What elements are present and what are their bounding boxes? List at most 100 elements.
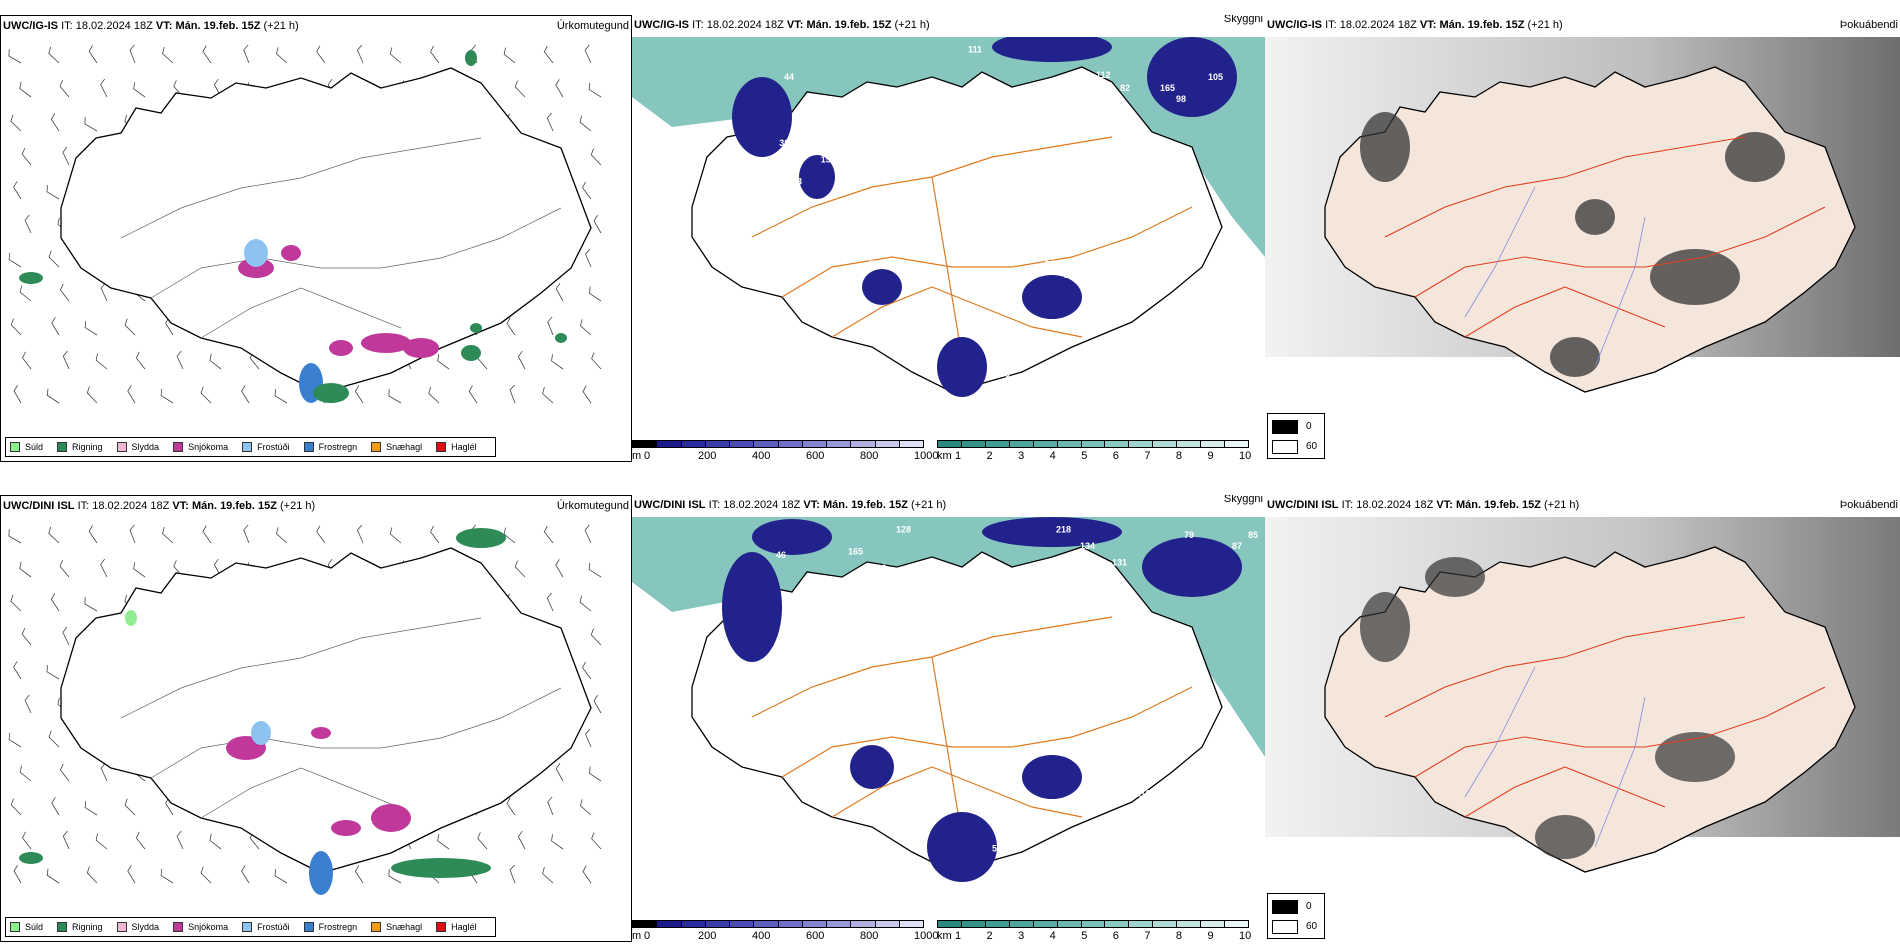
wind-barb (357, 524, 364, 544)
wind-barb (509, 864, 516, 884)
wind-barb (509, 384, 516, 404)
wind-barb (95, 833, 108, 850)
colorbar-unit: m (632, 930, 642, 942)
colorbar-tick: 9 (1207, 450, 1214, 462)
colorbar-tick: 400 (752, 450, 771, 462)
it-value: 18.02.2024 18Z (1339, 19, 1417, 31)
wind-barb (200, 866, 212, 884)
wind-barb (59, 283, 70, 302)
wind-barb (542, 867, 554, 884)
wind-barb (46, 868, 60, 884)
colorbar-unit: km (937, 930, 952, 942)
wind-barb (13, 661, 22, 680)
colorbar-cell (827, 441, 852, 447)
legend-label: Súld (25, 442, 44, 452)
visibility-value-label: 152 (821, 155, 836, 165)
wind-barb (588, 286, 602, 302)
roads-orange (751, 616, 1193, 838)
wind-barb (8, 252, 22, 268)
it-label: IT: (692, 19, 704, 31)
wind-barb (579, 595, 592, 612)
wind-barb (430, 525, 440, 544)
precip-type-legend: Súld Rigning Slydda Snjókoma Frostúði Frostre… (5, 437, 496, 457)
colorbar-cell (657, 441, 682, 447)
colorbar-tick: 400 (752, 930, 771, 942)
wind-barb (506, 317, 516, 336)
colorbar-cell (1081, 921, 1106, 927)
it-label: IT: (77, 500, 90, 512)
wind-barb (176, 830, 184, 850)
colorbar-cell (681, 921, 706, 927)
colorbar-tick: 4 (1049, 450, 1056, 462)
wind-barb (127, 385, 136, 404)
fog-legend-swatch (1272, 420, 1298, 434)
wind-barb (468, 385, 478, 404)
visibility-value-label: 112 (1096, 70, 1111, 80)
visibility-value-label: 86 (1120, 270, 1130, 280)
legend-label: Haglél (451, 442, 477, 452)
colorbar-cell (1201, 921, 1226, 927)
fog-panel-bottom: UWC/DINI ISL IT: 18.02.2024 18Z VT: Mán.… (1265, 495, 1900, 942)
panel-title: Þokuábendi (1839, 499, 1898, 511)
wind-barb (517, 830, 526, 850)
wind-barb (200, 386, 212, 404)
wind-barb (209, 353, 222, 370)
wind-barb (588, 82, 602, 98)
visibility-value-label: 131 (1112, 558, 1127, 568)
vt-label: VT: (155, 20, 173, 32)
it-value: 18.02.2024 18Z (723, 499, 801, 511)
wind-barb (19, 81, 32, 98)
low-visibility-areas (732, 37, 1237, 397)
visibility-value-label: 97 (1128, 325, 1138, 335)
wind-barb (584, 524, 592, 544)
wind-barb (8, 732, 22, 748)
wind-barb (582, 385, 592, 404)
colorbar-tick: 200 (698, 930, 717, 942)
visibility-value-label: 98 (1176, 94, 1186, 104)
colorbar-cells (632, 920, 924, 928)
legend-swatch (303, 922, 314, 932)
visibility-value-label: 52 (1099, 336, 1109, 346)
fog-panel-top: UWC/IG-IS IT: 18.02.2024 18Z VT: Mán. 19… (1265, 15, 1900, 462)
it-label: IT: (1325, 19, 1337, 31)
precip-map (8, 524, 602, 895)
wind-barb (13, 865, 22, 884)
wind-barb (59, 79, 70, 98)
colorbar-cell (1009, 921, 1034, 927)
colorbar-cell (754, 441, 779, 447)
visibility-value-label: 76 (872, 800, 882, 810)
precip-map (8, 44, 602, 404)
wind-barb (591, 352, 602, 370)
wind-barb (100, 282, 108, 302)
visibility-value-labels: 1651281102181341317987851099846799285661… (776, 525, 1258, 854)
colorbar-tick: 4 (1049, 930, 1056, 942)
vt-label: VT: (786, 19, 804, 31)
legend-item: Snjókoma (173, 922, 228, 932)
visibility-value-label: 56 (872, 336, 882, 346)
wind-barb (84, 597, 98, 612)
wind-barb (579, 799, 592, 816)
wind-barb (100, 762, 108, 782)
wind-barb (46, 665, 60, 680)
wind-barb (585, 248, 592, 268)
model-name: UWC/DINI ISL (1267, 499, 1339, 511)
visibility-value-label: 110 (872, 563, 887, 573)
visibility-value-label: 92 (1160, 243, 1170, 253)
visibility-panel-top: UWC/IG-IS IT: 18.02.2024 18Z VT: Mán. 19… (632, 15, 1265, 462)
colorbar-tick: 7 (1144, 930, 1151, 942)
wind-barb (555, 282, 564, 302)
panel-header: UWC/IG-IS IT: 18.02.2024 18Z VT: Mán. 19… (3, 18, 629, 34)
colorbar-tick: 1 (955, 450, 962, 462)
legend-item: Rigning (57, 442, 103, 452)
colorbar-cell (730, 441, 755, 447)
vt-value: Mán. 19.feb. 15Z (806, 19, 892, 31)
colorbar-tick: 8 (1175, 450, 1182, 462)
colorbar-cell (1057, 441, 1082, 447)
visibility-value-label: 64 (805, 94, 815, 104)
wind-barb (582, 181, 592, 200)
visibility-value-label: 116 (1136, 789, 1151, 799)
wind-barb (503, 527, 516, 544)
colorbar-cell (705, 441, 730, 447)
wind-barb (95, 353, 108, 370)
legend-item: Frostúði (242, 922, 290, 932)
